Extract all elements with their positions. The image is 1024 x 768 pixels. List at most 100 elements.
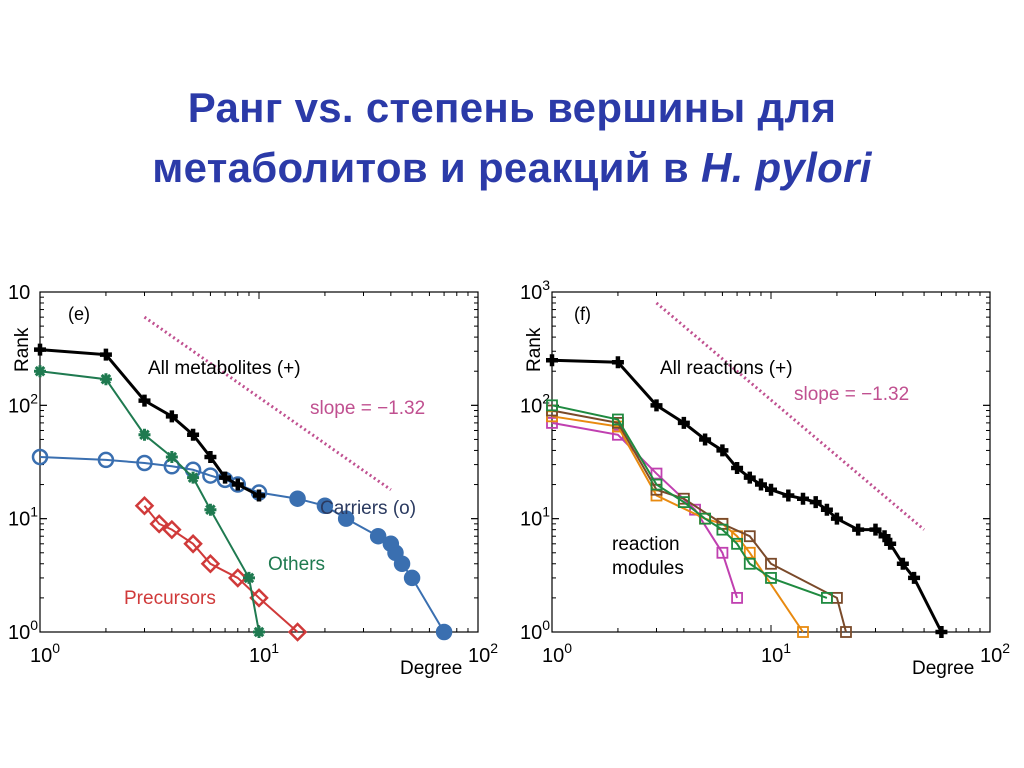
data-point xyxy=(765,483,777,496)
data-point xyxy=(743,557,756,570)
y-tick-label: 101 xyxy=(8,504,38,531)
data-point xyxy=(884,537,897,550)
data-point xyxy=(242,571,255,584)
data-point xyxy=(204,451,217,464)
data-point xyxy=(821,591,833,604)
y-axis-label: Rank xyxy=(12,327,33,372)
data-point xyxy=(138,394,151,407)
panel-label: (e) xyxy=(68,304,90,324)
plot-frame xyxy=(551,291,991,633)
data-point xyxy=(249,588,269,608)
y-tick-label: 102 xyxy=(8,390,38,417)
data-point xyxy=(869,523,882,536)
data-point xyxy=(99,373,112,386)
data-point xyxy=(99,348,112,361)
data-point xyxy=(797,626,809,638)
data-point xyxy=(896,557,909,570)
data-point xyxy=(731,461,744,474)
x-tick-label: 100 xyxy=(30,640,60,667)
x-tick-exponent: 1 xyxy=(271,640,279,656)
y-tick-label: 102 xyxy=(520,390,550,417)
x-tick-label: 100 xyxy=(542,640,572,667)
chart-panel-f: 100 101 102100101102103DegreeRank(f)slope … xyxy=(520,277,1010,679)
slope-reference-line xyxy=(143,315,392,491)
data-point xyxy=(546,416,558,429)
data-point xyxy=(200,553,221,574)
data-point xyxy=(546,399,558,412)
series-line xyxy=(551,421,739,599)
y-tick-exponent: 1 xyxy=(30,504,38,520)
x-tick-label: 102 xyxy=(468,640,498,667)
data-point xyxy=(228,568,248,588)
data-point xyxy=(612,413,624,426)
data-point xyxy=(699,512,711,525)
data-point xyxy=(782,489,795,502)
data-point xyxy=(253,489,265,502)
series-0 xyxy=(546,354,948,638)
y-tick-exponent: 2 xyxy=(30,390,38,406)
data-point xyxy=(253,626,265,638)
data-point xyxy=(337,510,355,527)
data-point xyxy=(731,591,743,604)
y-tick-label: 103 xyxy=(520,277,550,304)
x-tick-label: 101 xyxy=(249,640,279,667)
y-axis-label: Rank xyxy=(524,327,545,372)
data-point xyxy=(743,546,756,559)
data-point xyxy=(287,622,308,642)
x-axis-label: Degree xyxy=(912,658,974,679)
data-point xyxy=(31,448,49,466)
data-point xyxy=(219,471,232,484)
data-point xyxy=(820,503,833,516)
x-tick-exponent: 0 xyxy=(564,640,572,656)
x-tick-exponent: 0 xyxy=(52,640,60,656)
series-label: Carriers (o) xyxy=(320,498,416,519)
y-tick-exponent: 3 xyxy=(542,277,550,293)
data-point xyxy=(183,534,203,554)
data-point xyxy=(229,476,247,493)
data-point xyxy=(435,623,453,641)
data-point xyxy=(935,626,948,638)
data-point xyxy=(677,496,690,509)
data-point xyxy=(650,467,663,480)
data-point xyxy=(743,471,756,484)
data-point xyxy=(765,572,777,584)
y-tick-label: 101 xyxy=(520,504,550,531)
data-point xyxy=(289,490,306,507)
x-tick-exponent: 1 xyxy=(783,640,791,656)
series-line xyxy=(551,358,943,633)
series-line xyxy=(551,404,828,599)
data-point xyxy=(202,467,219,484)
annotation-line2: modules xyxy=(612,558,684,579)
data-point xyxy=(204,503,217,516)
series-0 xyxy=(34,343,265,502)
axis-ticks xyxy=(551,291,991,633)
x-axis-label: Degree xyxy=(400,658,462,679)
data-point xyxy=(369,527,387,545)
slide-title-line2-text: метаболитов и реакций в xyxy=(152,144,701,191)
data-point xyxy=(611,356,624,369)
data-point xyxy=(716,444,729,457)
data-point xyxy=(97,451,115,469)
data-point xyxy=(165,451,178,464)
panel-label: (f) xyxy=(574,304,591,324)
x-tick-exponent: 2 xyxy=(1002,640,1010,656)
series-label: Others xyxy=(268,554,325,575)
data-point xyxy=(231,478,244,491)
slope-reference-line xyxy=(655,301,926,531)
series-line xyxy=(551,415,804,633)
data-point xyxy=(830,512,843,525)
series-3 xyxy=(134,495,308,642)
data-point xyxy=(187,428,200,441)
data-point xyxy=(677,416,690,429)
data-point xyxy=(765,557,777,570)
data-point xyxy=(731,537,743,550)
data-point xyxy=(162,519,182,540)
series-2 xyxy=(31,448,453,641)
data-point xyxy=(699,433,712,446)
data-point xyxy=(852,523,865,536)
data-point xyxy=(546,354,558,367)
series-1 xyxy=(34,365,265,638)
series-1 xyxy=(546,399,833,604)
slope-label: slope = −1.32 xyxy=(794,384,909,405)
